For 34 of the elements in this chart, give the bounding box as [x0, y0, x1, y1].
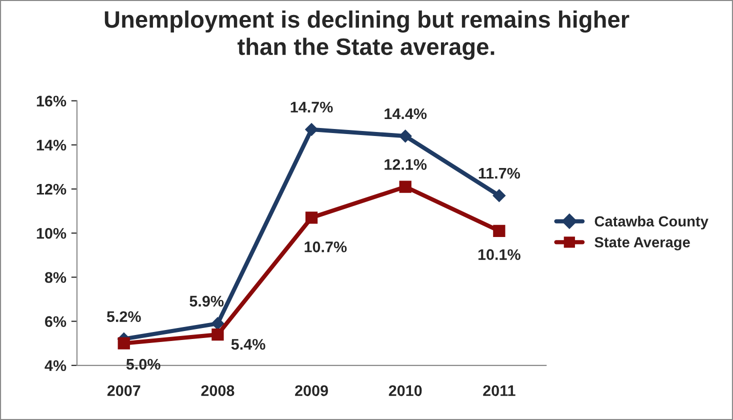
y-tick-label: 6%: [45, 316, 66, 327]
y-tick-label: 14%: [36, 140, 66, 151]
data-label: 5.4%: [231, 338, 266, 350]
x-tick-label: 2010: [388, 385, 422, 396]
x-tick-label: 2009: [295, 385, 328, 396]
x-tick-label: 2007: [107, 385, 140, 396]
point: [305, 212, 318, 224]
data-label: 12.1%: [384, 159, 427, 170]
x-tick-label: 2008: [201, 385, 234, 396]
data-label: 14.7%: [290, 102, 333, 113]
data-label: 10.1%: [478, 249, 520, 260]
point: [211, 317, 224, 330]
data-label: 5.2%: [106, 311, 141, 322]
point: [399, 180, 412, 193]
point: [398, 130, 412, 142]
point: [493, 224, 506, 237]
y-tick-label: 16%: [36, 96, 66, 106]
point: [305, 123, 318, 136]
data-label: 5.9%: [190, 296, 224, 307]
y-tick-label: 10%: [36, 228, 66, 239]
data-label: 11.7%: [478, 168, 520, 179]
y-tick-label: 12%: [36, 184, 66, 195]
data-label: 5.0%: [126, 358, 160, 370]
chart-title: Unemployment is declining but remains higher than the State average.: [104, 10, 630, 60]
y-tick-label: 4%: [44, 360, 66, 372]
legend-label: Catawba County: [594, 216, 708, 230]
x-tick-label: 2011: [483, 385, 516, 396]
point: [118, 337, 130, 350]
data-label: 14.4%: [384, 108, 427, 120]
y-tick-label: 8%: [44, 272, 66, 283]
point: [212, 328, 224, 341]
point: [492, 189, 506, 202]
legend-label: State Average: [594, 237, 690, 250]
data-label: 10.7%: [304, 242, 347, 252]
